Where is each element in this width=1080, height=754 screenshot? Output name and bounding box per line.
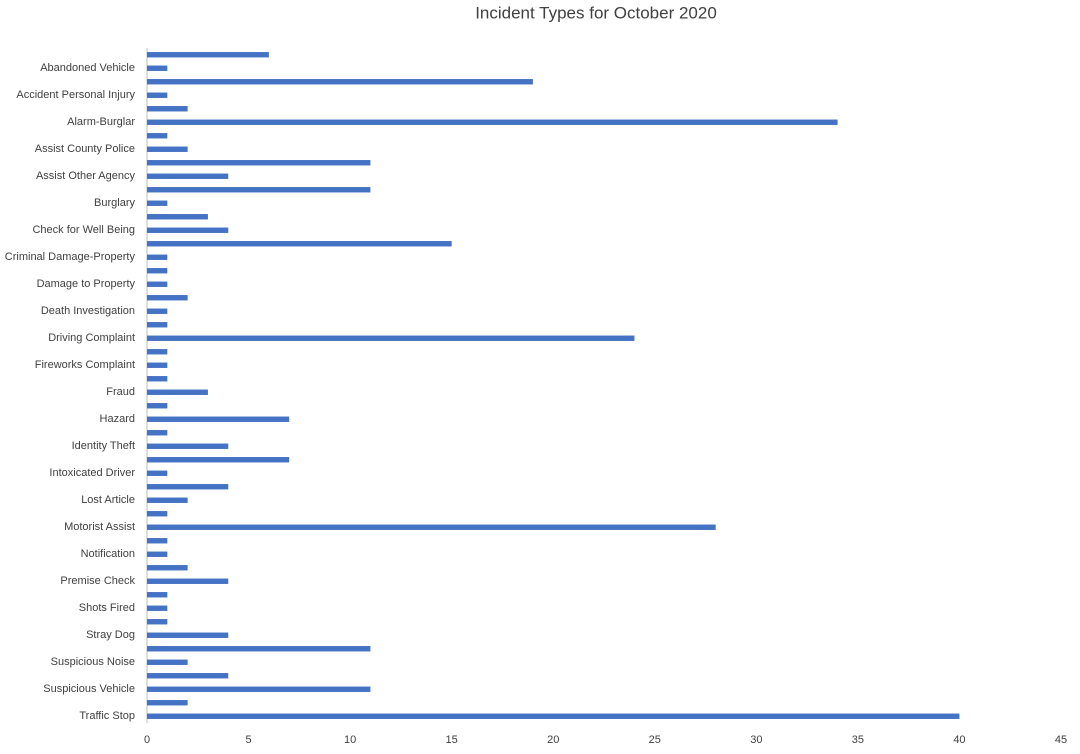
bar xyxy=(147,538,168,544)
y-tick-label: Shots Fired xyxy=(79,602,135,614)
x-tick-label: 5 xyxy=(245,734,251,746)
bar xyxy=(147,605,168,611)
bar xyxy=(147,254,168,260)
bar xyxy=(147,511,168,517)
bar xyxy=(147,659,188,665)
bar xyxy=(147,484,229,490)
x-tick-label: 0 xyxy=(144,734,150,746)
x-tick-label: 10 xyxy=(344,734,356,746)
bar xyxy=(147,524,716,530)
y-tick-label: Notification xyxy=(81,548,135,560)
bar xyxy=(147,281,168,287)
bar xyxy=(147,146,188,152)
bar xyxy=(147,92,168,98)
bar xyxy=(147,430,168,436)
bar xyxy=(147,443,229,449)
bar xyxy=(147,133,168,139)
bar xyxy=(147,700,188,706)
y-tick-label: Identity Theft xyxy=(72,440,135,452)
bar xyxy=(147,295,188,301)
bar xyxy=(147,349,168,355)
y-tick-label: Assist Other Agency xyxy=(36,170,136,182)
bar xyxy=(147,389,208,395)
y-tick-label: Fireworks Complaint xyxy=(35,359,135,371)
bar xyxy=(147,214,208,220)
bar xyxy=(147,578,229,584)
bar xyxy=(147,173,229,179)
y-tick-label: Check for Well Being xyxy=(32,224,135,236)
chart-title: Incident Types for October 2020 xyxy=(475,3,717,22)
y-tick-label: Traffic Stop xyxy=(79,710,135,722)
y-tick-label: Damage to Property xyxy=(37,278,136,290)
bar xyxy=(147,241,452,247)
bar xyxy=(147,200,168,206)
bar xyxy=(147,376,168,382)
bar xyxy=(147,335,635,341)
bar xyxy=(147,457,290,463)
x-tick-label: 35 xyxy=(852,734,864,746)
bar xyxy=(147,619,168,625)
y-tick-label: Alarm-Burglar xyxy=(67,116,135,128)
bar xyxy=(147,592,168,598)
bar xyxy=(147,52,269,58)
bar xyxy=(147,632,229,638)
bar xyxy=(147,227,229,233)
x-tick-label: 20 xyxy=(547,734,559,746)
x-tick-label: 45 xyxy=(1055,734,1067,746)
y-tick-label: Fraud xyxy=(106,386,135,398)
bar xyxy=(147,416,290,422)
bar xyxy=(147,362,168,368)
y-tick-label: Lost Article xyxy=(81,494,135,506)
bar xyxy=(147,160,371,166)
y-tick-label: Motorist Assist xyxy=(64,521,135,533)
y-tick-label: Driving Complaint xyxy=(48,332,135,344)
bar xyxy=(147,79,533,85)
bar xyxy=(147,551,168,557)
bar xyxy=(147,322,168,328)
bar xyxy=(147,106,188,112)
bar xyxy=(147,65,168,71)
bar xyxy=(147,565,188,571)
bar xyxy=(147,403,168,409)
bar xyxy=(147,308,168,314)
y-tick-label: Suspicious Noise xyxy=(51,656,135,668)
y-tick-label: Intoxicated Driver xyxy=(49,467,135,479)
y-tick-label: Abandoned Vehicle xyxy=(40,62,135,74)
bar xyxy=(147,673,229,679)
y-tick-label: Assist County Police xyxy=(35,143,135,155)
bar xyxy=(147,713,960,719)
bar xyxy=(147,470,168,476)
y-tick-label: Premise Check xyxy=(60,575,135,587)
x-tick-label: 15 xyxy=(446,734,458,746)
y-tick-label: Stray Dog xyxy=(86,629,135,641)
bar xyxy=(147,187,371,193)
y-tick-label: Criminal Damage-Property xyxy=(5,251,136,263)
y-tick-label: Hazard xyxy=(100,413,135,425)
bar xyxy=(147,497,188,503)
y-tick-label: Suspicious Vehicle xyxy=(43,683,135,695)
y-tick-label: Death Investigation xyxy=(41,305,135,317)
x-tick-label: 40 xyxy=(953,734,965,746)
bar xyxy=(147,268,168,274)
y-tick-label: Burglary xyxy=(94,197,135,209)
y-tick-label: Accident Personal Injury xyxy=(16,89,135,101)
x-tick-label: 30 xyxy=(750,734,762,746)
bar xyxy=(147,119,838,125)
bar xyxy=(147,646,371,652)
x-tick-label: 25 xyxy=(649,734,661,746)
bar xyxy=(147,686,371,692)
